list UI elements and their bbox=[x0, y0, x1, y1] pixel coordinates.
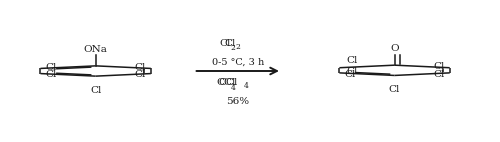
Text: ONa: ONa bbox=[84, 45, 108, 54]
Text: CCl: CCl bbox=[218, 78, 238, 87]
Text: 0-5 °C, 3 h: 0-5 °C, 3 h bbox=[212, 58, 264, 67]
Text: Cl: Cl bbox=[90, 86, 102, 95]
Text: Cl: Cl bbox=[46, 62, 57, 72]
Text: Cl: Cl bbox=[389, 85, 400, 94]
Text: Cl: Cl bbox=[134, 70, 146, 80]
Text: Cl: Cl bbox=[434, 62, 445, 71]
Text: O: O bbox=[390, 44, 399, 53]
Text: Cl: Cl bbox=[224, 39, 235, 48]
Text: 2: 2 bbox=[236, 43, 240, 51]
Text: 4: 4 bbox=[244, 82, 249, 90]
Text: Cl: Cl bbox=[134, 62, 146, 72]
Text: Cl: Cl bbox=[344, 70, 356, 79]
Text: Cl: Cl bbox=[346, 67, 358, 76]
Text: 56%: 56% bbox=[226, 97, 250, 106]
Text: Cl: Cl bbox=[220, 39, 231, 48]
Text: Cl: Cl bbox=[434, 70, 445, 79]
Text: CCl: CCl bbox=[216, 78, 236, 87]
Text: 4: 4 bbox=[230, 84, 235, 92]
Text: 2: 2 bbox=[230, 44, 235, 52]
Text: Cl: Cl bbox=[346, 56, 358, 65]
Text: Cl: Cl bbox=[46, 70, 57, 80]
